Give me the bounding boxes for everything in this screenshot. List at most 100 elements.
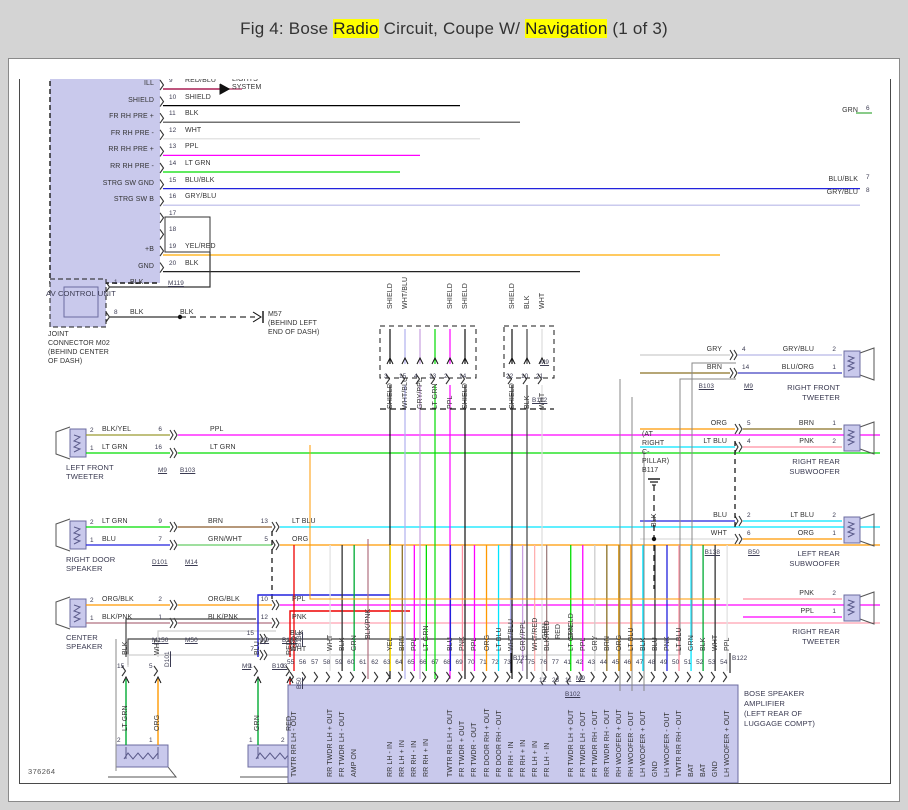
amp-pin-func-69: FR TWDR + OUT bbox=[459, 720, 467, 777]
m119-box bbox=[164, 216, 211, 253]
amp-pin-term-58 bbox=[325, 671, 331, 683]
bottom-device-toplabel-1-0: BLU bbox=[254, 641, 261, 655]
bottom-device-term-1-0 bbox=[253, 665, 259, 677]
left-device-splice2-2-1-2 bbox=[275, 617, 280, 629]
vert-shield-mid-5: SHIELD bbox=[462, 383, 469, 409]
left-device-w1-0-0: BLK/YEL bbox=[102, 426, 132, 433]
bottom-device-arrow-0-1 bbox=[154, 675, 162, 684]
left-device-splice1-0-0-2 bbox=[173, 429, 178, 441]
right-device-midpin-1-1: 4 bbox=[747, 438, 751, 445]
amplifier-body bbox=[287, 684, 739, 783]
right-device-midpin-2-1: 6 bbox=[747, 530, 751, 537]
right-device-label1-3: RIGHT REAR bbox=[792, 627, 840, 636]
left-device-pin-2-1: 1 bbox=[90, 615, 94, 622]
bottom-device-run-a-0 bbox=[125, 618, 256, 657]
vert-rg-label-1: RED bbox=[555, 623, 562, 639]
amp-pin-func-50: TWTR RR RH - OUT bbox=[676, 710, 684, 777]
amp-pin-number-58: 58 bbox=[323, 659, 331, 666]
amp-pin-wire-71: ORG bbox=[483, 634, 491, 651]
vert-shield-term-0 bbox=[385, 373, 391, 385]
amp-pin-func-42: FR TWDR LH - OUT bbox=[579, 711, 587, 777]
left-device-midpin-0-1: 16 bbox=[154, 444, 162, 451]
amp-pin-term-61 bbox=[361, 671, 367, 683]
av-pin-terminal-11 bbox=[159, 112, 165, 124]
m57-note2: END OF DASH) bbox=[268, 329, 320, 336]
right-device-splice-0-0-2 bbox=[733, 349, 738, 361]
left-device-splice1-2-0 bbox=[169, 599, 174, 611]
left-device-0-cone bbox=[55, 426, 71, 460]
amp-pin-term-56 bbox=[301, 671, 307, 683]
amp-pin-term-54 bbox=[722, 671, 728, 683]
bottom-device-run-b-0 bbox=[157, 630, 276, 657]
amp-pin-term-75 bbox=[530, 671, 535, 683]
amp-pin-term-70 bbox=[470, 671, 475, 683]
right-device-coil-3 bbox=[846, 599, 856, 616]
amp-pin-wire-58: WHT bbox=[327, 634, 335, 651]
vert-rg-pin-0: 12 bbox=[539, 677, 547, 684]
right-device-midpin-2-0: 2 bbox=[747, 512, 751, 519]
av-pin-number-11: 11 bbox=[169, 110, 176, 118]
left-device-conn-1-1: M14 bbox=[185, 559, 198, 566]
left-device-splice1-1-0-2 bbox=[173, 521, 178, 533]
amp-pin-func-74: FR RH + IN bbox=[519, 739, 527, 777]
vert-shield-term-5 bbox=[460, 373, 466, 385]
vert-shield-top-3: SHIELD bbox=[462, 283, 469, 309]
right-device-label2-1: SUBWOOFER bbox=[789, 467, 840, 476]
right-device-cone-0 bbox=[859, 347, 875, 381]
diagram-canvas: AV CONTROL UNIT ILL 9 RED/BLU SHIELD 10 SHIELD… bbox=[8, 58, 900, 802]
amp-pin-func-48: GND bbox=[651, 761, 659, 777]
vert-shield-mid-0: SHIELD bbox=[387, 383, 394, 409]
amp-pin-term-64 bbox=[397, 671, 403, 683]
amp-pin-func-46: RH WOOFER - OUT bbox=[627, 710, 635, 777]
joint-pin-num-1: 1 bbox=[114, 279, 118, 286]
left-device-splice1-0-1 bbox=[169, 447, 174, 459]
right-device-label1-1: RIGHT REAR bbox=[792, 457, 840, 466]
amp-pin-wire-66: LT GRN bbox=[423, 625, 431, 651]
route-1 bbox=[691, 362, 736, 639]
amp-pin-wire-43: GRY bbox=[591, 635, 599, 651]
left-device-midpin-0-0: 6 bbox=[158, 426, 162, 433]
lights-system-line2: SYSTEM bbox=[232, 84, 262, 91]
left-device-pin-2-0: 2 bbox=[90, 597, 94, 604]
av-pin-wire-12: WHT bbox=[185, 126, 202, 134]
joint-pin-wire-8: BLK bbox=[130, 309, 144, 316]
b117-line-0: (AT bbox=[642, 431, 654, 438]
right-device-pin-0-1: 1 bbox=[832, 364, 836, 371]
av-pin-wire-13: PPL bbox=[185, 143, 199, 151]
center-bus-conn-0: M9 bbox=[242, 663, 252, 670]
left-device-label1-0: LEFT FRONT bbox=[66, 463, 114, 472]
amp-pin-func-75: FR LH + IN bbox=[531, 740, 539, 777]
bottom-device-1-coil bbox=[255, 752, 291, 760]
right-device-splice-1-0-2 bbox=[738, 423, 743, 435]
right-device-splice-0-1 bbox=[729, 367, 734, 379]
amp-pin-term-49 bbox=[662, 671, 668, 683]
bottom-device-wirelabel-1-0: GRN bbox=[254, 715, 261, 731]
av-pin-number-14: 14 bbox=[169, 160, 177, 167]
amp-pin-wire-55: RED bbox=[291, 635, 298, 651]
joint-pin-wire-1: BLK bbox=[130, 279, 144, 286]
av-pin-number-13: 13 bbox=[169, 143, 177, 151]
right-device-w2-2-0: LT BLU bbox=[790, 512, 814, 519]
right-device-w2-2-1: ORG bbox=[797, 530, 814, 537]
right-device-splice-0-0 bbox=[729, 349, 734, 361]
right-device-label2-3: TWEETER bbox=[802, 637, 840, 646]
amp-pin-wire-76: BLK/RED bbox=[543, 620, 551, 651]
left-device-w2-2-1: BLK/PNK bbox=[208, 614, 239, 621]
bottom-device-pin-0-0: 2 bbox=[117, 737, 121, 744]
amp-pin-number-72: 72 bbox=[491, 659, 499, 666]
av-pin-number-12: 12 bbox=[169, 126, 177, 134]
noop bbox=[309, 445, 720, 600]
av-pin-number-9: 9 bbox=[169, 79, 173, 84]
amp-pin-wire-60: GRN bbox=[351, 635, 359, 651]
amp-pin-wire-42: PPL bbox=[579, 637, 587, 651]
amp-pin-func-63: RR LH - IN bbox=[387, 741, 395, 777]
vert-shield-arrow-4 bbox=[446, 356, 454, 365]
amp-pin-wire-64: BRN bbox=[399, 635, 407, 651]
left-device-midpin-1-0: 9 bbox=[158, 518, 162, 525]
left-device-splice2-2-1 bbox=[271, 617, 276, 629]
amp-pin-number-41: 41 bbox=[563, 659, 572, 666]
amp-pin-number-74: 74 bbox=[515, 659, 523, 666]
vert-shield-mid-4: PPL bbox=[447, 395, 454, 409]
amp-pin-func-66: RR RH + IN bbox=[423, 738, 431, 777]
av-connector-m119: M119 bbox=[168, 280, 184, 288]
